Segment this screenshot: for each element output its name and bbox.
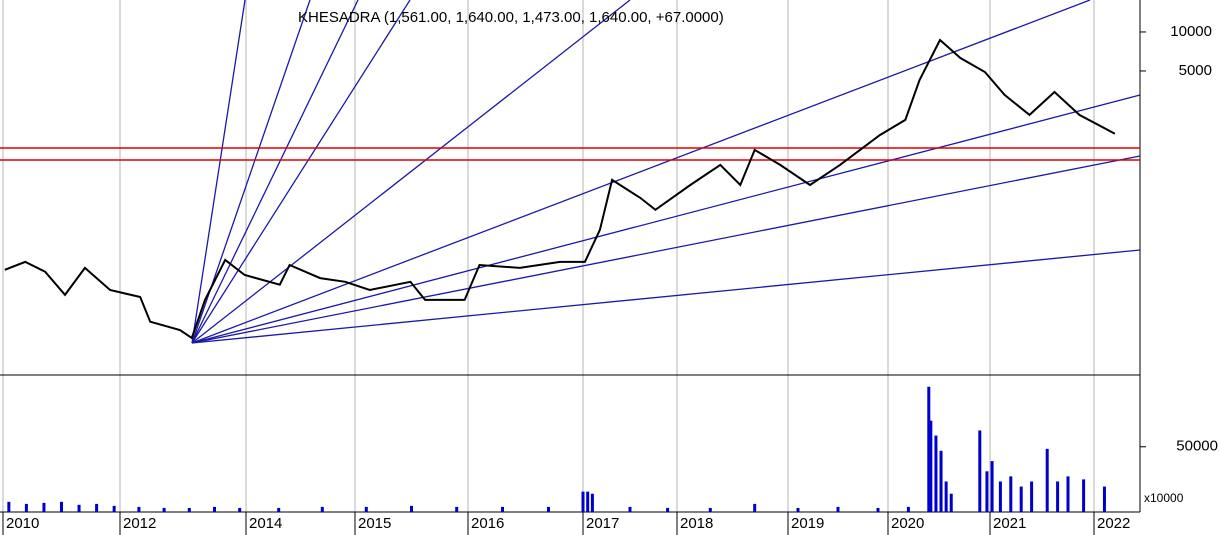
- volume-bar: [796, 507, 800, 512]
- volume-bar: [934, 435, 938, 512]
- volume-bar: [410, 505, 413, 512]
- volume-bar: [1009, 476, 1013, 512]
- y-tick-label: 10000: [1170, 23, 1212, 40]
- fan-line: [191, 0, 411, 344]
- volume-bar: [320, 506, 324, 512]
- volume-bar: [628, 506, 632, 512]
- x-tick-label: 2016: [471, 515, 504, 532]
- fan-line: [191, 0, 246, 344]
- volume-bar: [978, 430, 982, 512]
- x-tick-label: 2022: [1097, 515, 1130, 532]
- volume-bar: [666, 507, 670, 512]
- volume-bar: [112, 505, 116, 512]
- volume-bar: [1102, 486, 1106, 512]
- volume-bar: [1082, 479, 1086, 512]
- volume-bar: [1056, 481, 1060, 512]
- x-tick-label: 2017: [586, 515, 619, 532]
- volume-bar: [586, 491, 590, 512]
- volume-bar: [590, 493, 594, 512]
- x-tick-label: 2014: [249, 515, 282, 532]
- volume-bar: [42, 502, 46, 512]
- volume-bar: [876, 507, 880, 512]
- volume-unit-label: x10000: [1144, 491, 1184, 505]
- x-tick-label: 2015: [358, 515, 391, 532]
- fan-line: [191, 0, 359, 344]
- volume-bar: [939, 450, 943, 512]
- chart-title: KHESADRA (1,561.00, 1,640.00, 1,473.00, …: [298, 9, 724, 26]
- volume-bar: [753, 503, 757, 512]
- volume-bar: [985, 471, 989, 512]
- volume-bar: [277, 507, 281, 512]
- price-line: [4, 38, 1116, 340]
- volume-bar: [581, 491, 585, 512]
- volume-bar: [455, 506, 459, 512]
- volume-bar: [60, 501, 63, 512]
- volume-bar: [137, 506, 141, 512]
- volume-bar: [162, 507, 166, 512]
- volume-bar: [1019, 486, 1023, 512]
- volume-bar: [1045, 448, 1049, 512]
- fan-lines: [191, 0, 1141, 344]
- fan-line: [191, 249, 1141, 344]
- y-tick-label: 50000: [1176, 438, 1218, 455]
- x-tick-label: 2012: [123, 515, 156, 532]
- volume-bar: [836, 506, 840, 512]
- volume-bar: [929, 420, 933, 512]
- volume-bar: [24, 503, 28, 512]
- fan-line: [191, 0, 1091, 344]
- volume-bar: [998, 481, 1002, 512]
- volume-bar: [77, 504, 81, 512]
- volume-bar: [949, 493, 953, 512]
- x-tick-label: 2010: [6, 515, 39, 532]
- volume-bar: [1030, 481, 1034, 512]
- volume-bar: [944, 481, 948, 512]
- x-tick-label: 2020: [891, 515, 924, 532]
- volume-bar: [364, 506, 368, 512]
- volume-bar: [501, 506, 504, 512]
- volume-bar: [927, 386, 931, 512]
- fan-line: [191, 94, 1141, 344]
- volume-bar: [238, 507, 242, 512]
- x-tick-label: 2019: [791, 515, 824, 532]
- volume-bar: [95, 503, 99, 512]
- x-tick-label: 2021: [993, 515, 1026, 532]
- volume-bar: [213, 506, 216, 512]
- fan-line: [191, 0, 631, 344]
- volume-bar: [7, 501, 11, 512]
- volume-bar: [708, 507, 712, 512]
- fan-line: [191, 155, 1141, 344]
- volume-bar: [1066, 476, 1070, 512]
- y-tick-label: 5000: [1179, 62, 1212, 79]
- volume-bar: [547, 506, 550, 512]
- x-tick-label: 2018: [680, 515, 713, 532]
- volume-bar: [187, 507, 191, 512]
- volume-bar: [990, 461, 994, 512]
- volume-bar: [906, 506, 910, 512]
